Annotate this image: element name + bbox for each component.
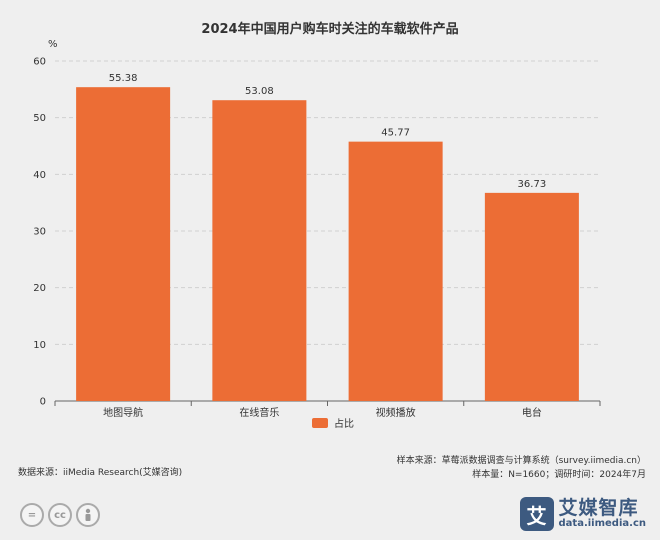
- logo-mark: 艾: [519, 497, 554, 531]
- legend-swatch: [312, 418, 328, 428]
- bar-value-label: 45.77: [381, 128, 410, 139]
- y-tick-label: 10: [33, 340, 46, 351]
- logo-url: data.iimedia.cn: [558, 517, 646, 529]
- person-icon: [76, 503, 100, 527]
- y-tick-label: 30: [33, 227, 46, 238]
- cc-icon: cc: [48, 503, 72, 527]
- sample-size-note: 样本量：N=1660；调研时间：2024年7月: [472, 470, 646, 480]
- bar: [484, 192, 579, 401]
- chart-title: 2024年中国用户购车时关注的车载软件产品: [201, 22, 459, 37]
- y-axis-unit: %: [48, 39, 58, 50]
- y-tick-label: 0: [40, 397, 46, 408]
- bar: [348, 141, 443, 402]
- x-tick-label: 电台: [522, 406, 542, 419]
- bar: [76, 87, 171, 402]
- x-tick-label: 视频播放: [376, 406, 416, 419]
- x-tick-label: 地图导航: [103, 406, 143, 419]
- bar-value-label: 53.08: [245, 86, 274, 97]
- license-icons: = cc: [20, 503, 100, 527]
- sample-source-note: 样本来源：草莓派数据调查与计算系统（survey.iimedia.cn）: [396, 456, 646, 466]
- bar-value-label: 36.73: [518, 179, 547, 190]
- logo-name: 艾媒智库: [558, 496, 639, 519]
- bar-value-label: 55.38: [109, 73, 138, 84]
- y-tick-label: 50: [33, 113, 46, 124]
- data-source-note: 数据来源：iiMedia Research(艾媒咨询): [18, 468, 183, 478]
- equals-icon: =: [20, 503, 44, 527]
- bar: [212, 100, 307, 402]
- y-tick-label: 40: [33, 170, 46, 181]
- brand-logo: 艾 艾媒智库 data.iimedia.cn: [519, 496, 646, 531]
- x-tick-label: 在线音乐: [239, 406, 279, 419]
- bar-chart: 0 10 20 30 40 50 60% 55.38 地图导航 53.08 在线音乐 45.77 视频播…: [33, 39, 601, 430]
- y-tick-label: 20: [33, 283, 46, 294]
- legend-label: 占比: [334, 417, 354, 430]
- y-tick-label: 60: [33, 57, 46, 68]
